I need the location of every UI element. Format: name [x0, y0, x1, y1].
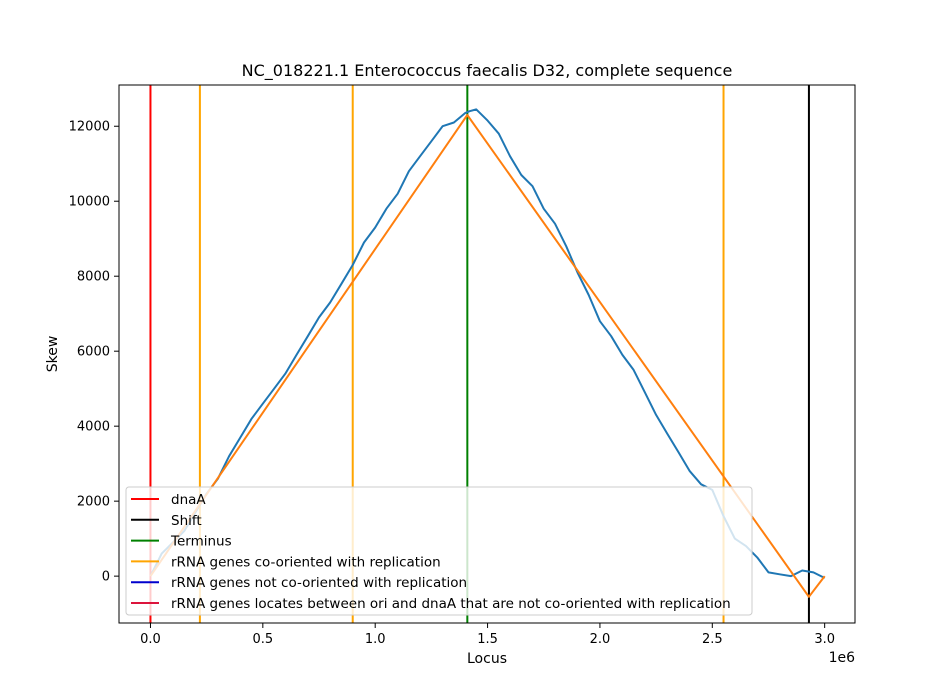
- y-axis-ticks: 0 2000 4000 6000 8000 10000 12000: [69, 120, 119, 585]
- x-tick-label: 2.0: [590, 632, 611, 647]
- legend-label: rRNA genes not co-oriented with replicat…: [171, 575, 467, 591]
- x-tick-label: 2.5: [702, 632, 723, 647]
- x-tick-label: 3.0: [814, 632, 835, 647]
- y-tick-label: 12000: [69, 120, 110, 135]
- legend: dnaA Shift Terminus rRNA genes co-oriented …: [125, 486, 753, 616]
- legend-box: [125, 486, 753, 616]
- y-axis-label: Skew: [45, 336, 61, 373]
- series-fit-line: [149, 114, 826, 598]
- x-tick-label: 0.0: [140, 632, 161, 647]
- y-tick-label: 10000: [69, 195, 110, 210]
- legend-label: Terminus: [170, 534, 232, 550]
- y-tick-label: 0: [102, 570, 110, 585]
- legend-label: rRNA genes co-oriented with replication: [171, 554, 441, 570]
- y-tick-label: 2000: [77, 495, 110, 510]
- y-tick-label: 8000: [77, 270, 110, 285]
- chart-title: NC_018221.1 Enterococcus faecalis D32, c…: [242, 61, 733, 81]
- x-axis-ticks: 0.0 0.5 1.0 1.5 2.0 2.5 3.0: [140, 623, 835, 647]
- x-axis-offset: 1e6: [829, 650, 856, 666]
- legend-label: dnaA: [171, 492, 206, 508]
- plot-frame: [118, 84, 856, 624]
- y-tick-label: 6000: [77, 345, 110, 360]
- legend-label: rRNA genes locates between ori and dnaA …: [171, 596, 731, 612]
- legend-label: Shift: [171, 513, 202, 529]
- x-tick-label: 0.5: [252, 632, 273, 647]
- x-axis-label: Locus: [467, 651, 507, 667]
- y-tick-label: 4000: [77, 420, 110, 435]
- x-tick-label: 1.0: [365, 632, 386, 647]
- x-tick-label: 1.5: [477, 632, 498, 647]
